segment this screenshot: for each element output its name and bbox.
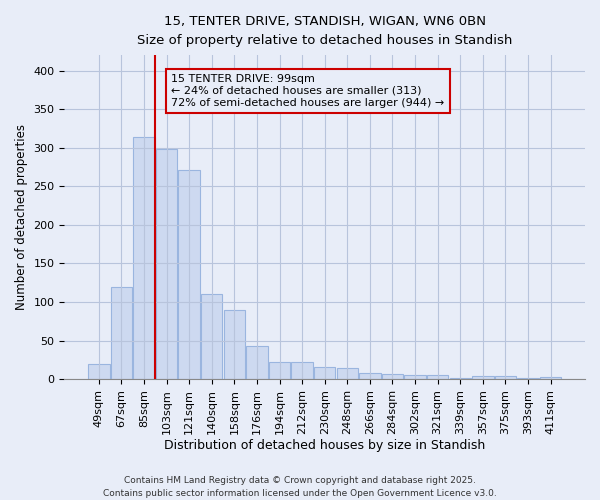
Bar [337,368,358,379]
Bar [382,374,403,379]
Bar [156,149,177,379]
Bar [224,310,245,379]
Bar [110,286,132,379]
Bar [292,362,313,379]
X-axis label: Distribution of detached houses by size in Standish: Distribution of detached houses by size … [164,440,485,452]
Bar [314,367,335,379]
Bar [201,294,223,379]
Bar [494,376,516,379]
Bar [359,373,380,379]
Y-axis label: Number of detached properties: Number of detached properties [15,124,28,310]
Bar [449,378,471,379]
Bar [269,362,290,379]
Text: Contains HM Land Registry data © Crown copyright and database right 2025.
Contai: Contains HM Land Registry data © Crown c… [103,476,497,498]
Bar [517,378,539,379]
Bar [404,375,426,379]
Title: 15, TENTER DRIVE, STANDISH, WIGAN, WN6 0BN
Size of property relative to detached: 15, TENTER DRIVE, STANDISH, WIGAN, WN6 0… [137,15,512,47]
Text: 15 TENTER DRIVE: 99sqm
← 24% of detached houses are smaller (313)
72% of semi-de: 15 TENTER DRIVE: 99sqm ← 24% of detached… [171,74,445,108]
Bar [472,376,494,379]
Bar [88,364,110,379]
Bar [133,137,155,379]
Bar [178,170,200,379]
Bar [427,375,448,379]
Bar [540,377,562,379]
Bar [246,346,268,379]
